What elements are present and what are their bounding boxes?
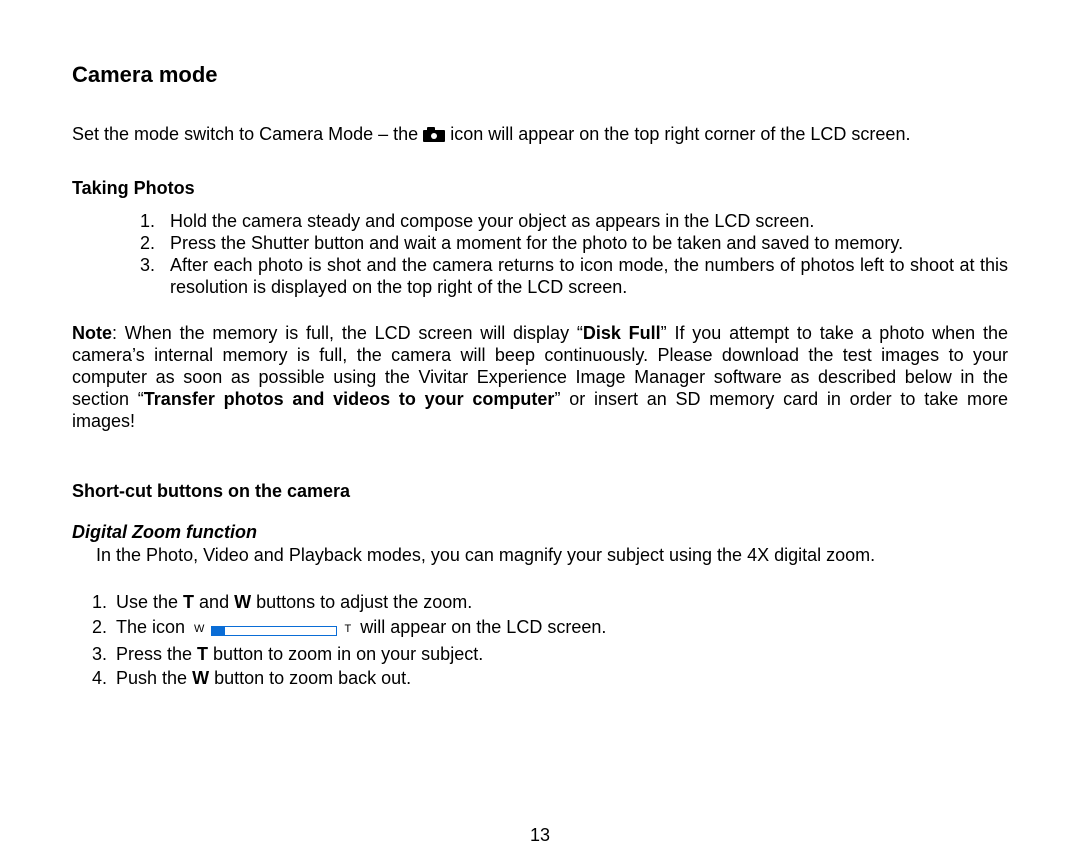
intro-paragraph: Set the mode switch to Camera Mode – the… (72, 124, 1008, 146)
disk-full-label: Disk Full (583, 323, 661, 343)
zoom-steps-list: Use the T and W buttons to adjust the zo… (72, 590, 1008, 690)
zoom-intro: In the Photo, Video and Playback modes, … (72, 545, 1008, 567)
list-item: Press the T button to zoom in on your su… (112, 642, 1008, 666)
list-item: The icon W T will appear on the LCD scre… (112, 615, 1008, 642)
note-label: Note (72, 323, 112, 343)
intro-text-pre: Set the mode switch to Camera Mode – the (72, 124, 423, 144)
sub-heading-zoom: Digital Zoom function (72, 522, 1008, 543)
list-item: Press the Shutter button and wait a mome… (160, 233, 1008, 255)
document-page: Camera mode Set the mode switch to Camer… (0, 0, 1080, 864)
transfer-section-label: Transfer photos and videos to your compu… (144, 389, 555, 409)
zoom-bar-icon: W T (194, 617, 351, 642)
section-heading-shortcut: Short-cut buttons on the camera (72, 481, 1008, 502)
list-item: After each photo is shot and the camera … (160, 255, 1008, 299)
page-number: 13 (0, 825, 1080, 846)
intro-text-post: icon will appear on the top right corner… (450, 124, 910, 144)
page-title: Camera mode (72, 62, 1008, 88)
note-paragraph: Note: When the memory is full, the LCD s… (72, 323, 1008, 433)
camera-icon (423, 127, 445, 142)
zoom-label-t: T (344, 623, 351, 635)
list-item: Hold the camera steady and compose your … (160, 211, 1008, 233)
section-heading-taking-photos: Taking Photos (72, 178, 1008, 199)
taking-photos-list: Hold the camera steady and compose your … (72, 211, 1008, 299)
list-item: Push the W button to zoom back out. (112, 666, 1008, 690)
list-item: Use the T and W buttons to adjust the zo… (112, 590, 1008, 614)
zoom-label-w: W (194, 623, 204, 635)
note-text: : When the memory is full, the LCD scree… (112, 323, 583, 343)
